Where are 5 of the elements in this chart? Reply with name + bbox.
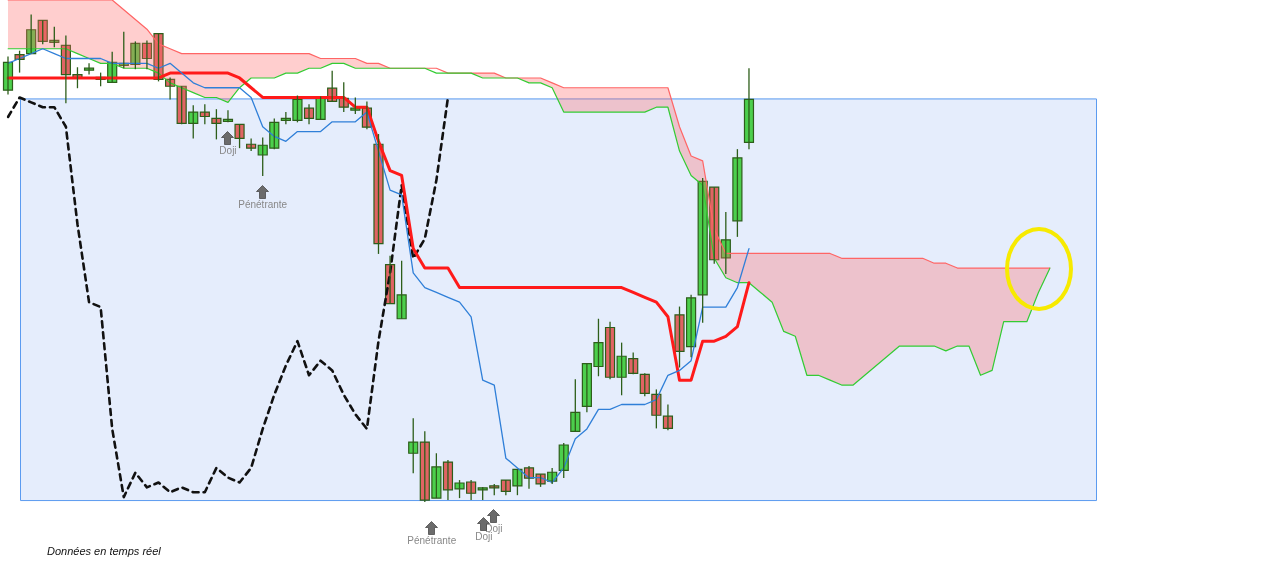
text: Doji — [485, 522, 503, 534]
text: Données en temps réel — [47, 545, 162, 558]
annotation: Pénétrante — [238, 198, 288, 210]
text: Pénétrante — [407, 534, 457, 546]
annotation: Doji — [219, 145, 237, 157]
